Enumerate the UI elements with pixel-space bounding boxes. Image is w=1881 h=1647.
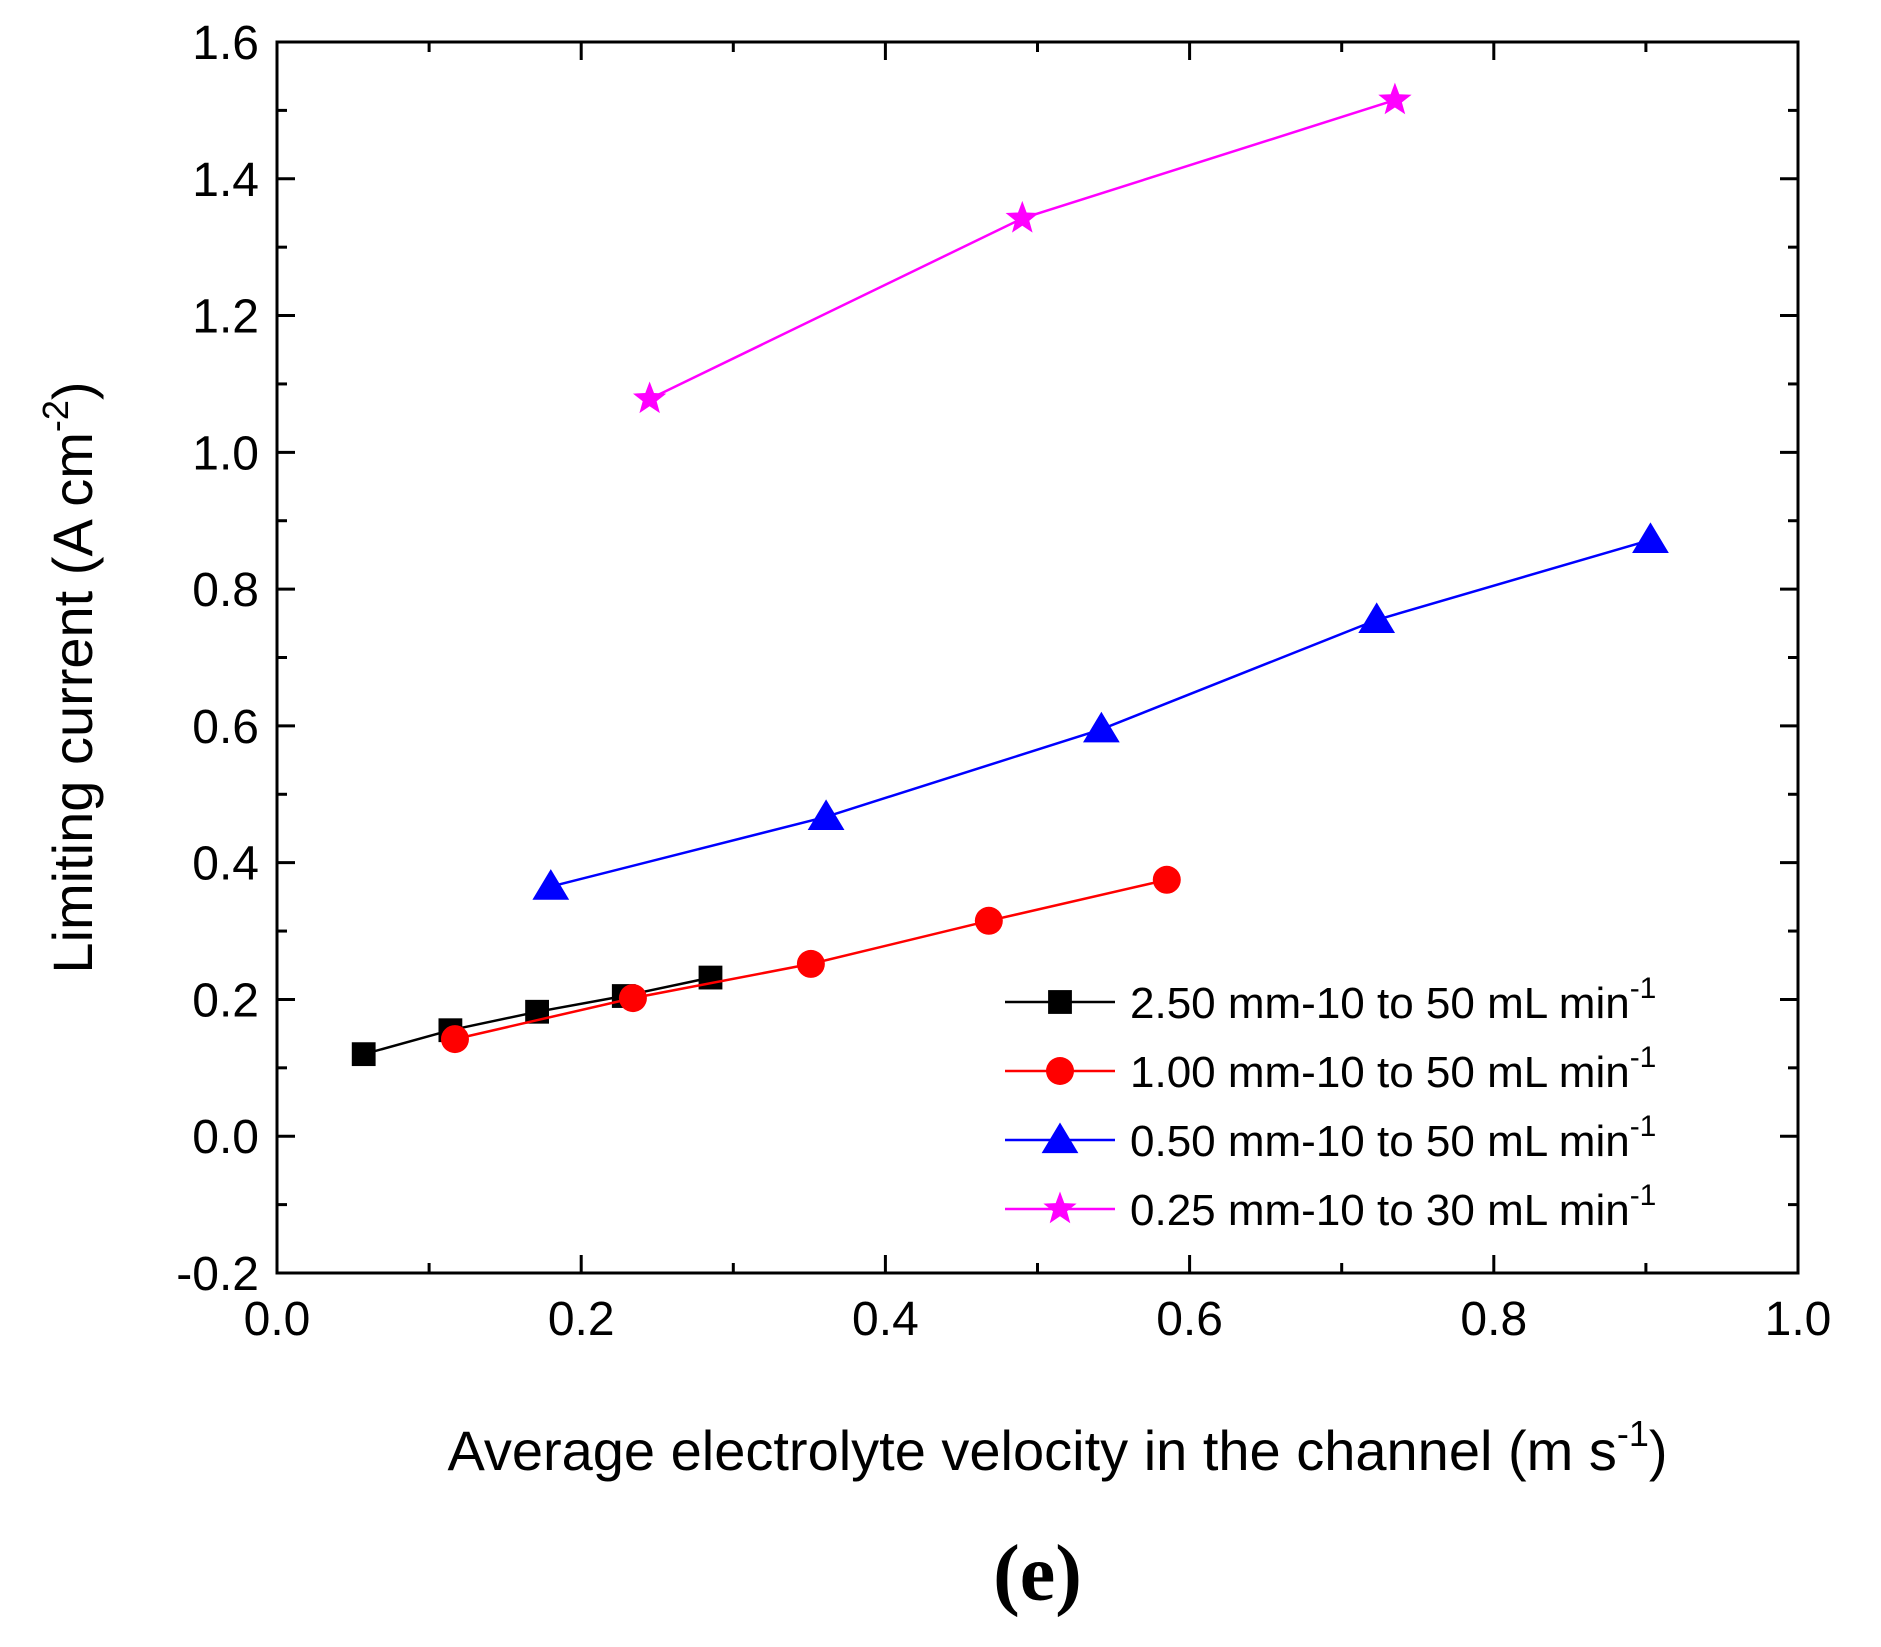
legend-label-sup: -1 xyxy=(1630,1110,1657,1143)
x-tick-label: 0.0 xyxy=(244,1293,311,1346)
data-point-star xyxy=(633,381,667,414)
y-axis-title: Limiting current (A cm-2) xyxy=(35,381,104,973)
x-tick-label: 0.2 xyxy=(548,1293,615,1346)
y-axis-title-main: Limiting current (A cm xyxy=(41,432,104,974)
legend-marker-star xyxy=(1043,1191,1077,1224)
series-layer xyxy=(351,82,1669,1067)
y-tick-label: 0.4 xyxy=(192,838,259,891)
data-point-circle xyxy=(974,906,1003,935)
legend: 2.50 mm-10 to 50 mL min-11.00 mm-10 to 5… xyxy=(1005,972,1656,1235)
x-axis-title: Average electrolyte velocity in the chan… xyxy=(448,1413,1668,1482)
data-point-circle xyxy=(796,949,825,978)
legend-label: 0.50 mm-10 to 50 mL min-1 xyxy=(1130,1110,1656,1166)
series-star xyxy=(633,82,1412,414)
y-axis-title-sup: -2 xyxy=(35,400,76,432)
legend-label-sup: -1 xyxy=(1630,1179,1657,1212)
data-point-triangle xyxy=(532,869,570,900)
legend-label-sup: -1 xyxy=(1630,972,1657,1005)
data-point-triangle xyxy=(1358,602,1396,634)
y-tick-label: 1.0 xyxy=(192,427,259,480)
series-line xyxy=(649,98,1396,401)
panel-label: (e) xyxy=(993,1530,1082,1618)
y-tick-labels: -0.2 0.0 0.2 0.4 0.6 0.8 1.0 1.2 1.4 1.6 xyxy=(176,17,259,1301)
x-axis-title-end: ) xyxy=(1649,1419,1668,1482)
legend-label-main: 1.00 mm-10 to 50 mL min xyxy=(1130,1048,1630,1097)
data-point-circle xyxy=(440,1025,469,1054)
x-tick-label: 0.6 xyxy=(1156,1293,1223,1346)
legend-label-main: 0.50 mm-10 to 50 mL min xyxy=(1130,1117,1630,1166)
legend-item: 2.50 mm-10 to 50 mL min-1 xyxy=(1005,972,1656,1028)
y-tick-label: 0.0 xyxy=(192,1111,259,1164)
y-axis-title-end: ) xyxy=(41,381,104,400)
y-tick-label: 0.2 xyxy=(192,974,259,1027)
legend-label: 1.00 mm-10 to 50 mL min-1 xyxy=(1130,1041,1656,1097)
data-point-circle xyxy=(1152,865,1181,894)
legend-label-sup: -1 xyxy=(1630,1041,1657,1074)
plot-frame xyxy=(275,40,1800,1275)
data-point-triangle xyxy=(1632,522,1669,553)
x-axis-title-sup: -1 xyxy=(1617,1413,1649,1454)
data-point-square xyxy=(351,1042,376,1067)
legend-label: 0.25 mm-10 to 30 mL min-1 xyxy=(1130,1179,1656,1235)
legend-item: 0.25 mm-10 to 30 mL min-1 xyxy=(1005,1179,1656,1235)
legend-label-main: 0.25 mm-10 to 30 mL min xyxy=(1130,1186,1630,1235)
series-square xyxy=(351,965,723,1067)
x-tick-label: 0.8 xyxy=(1460,1293,1527,1346)
y-tick-label: -0.2 xyxy=(176,1248,259,1301)
data-point-triangle xyxy=(1083,711,1120,743)
x-tick-label: 0.4 xyxy=(852,1293,919,1346)
y-tick-label: 1.2 xyxy=(192,291,259,344)
data-point-star xyxy=(1378,82,1412,115)
legend-item: 0.50 mm-10 to 50 mL min-1 xyxy=(1005,1110,1656,1166)
x-tick-labels: 0.0 0.2 0.4 0.6 0.8 1.0 xyxy=(244,1293,1832,1346)
y-tick-label: 1.6 xyxy=(192,17,259,70)
legend-marker-triangle xyxy=(1041,1122,1079,1154)
legend-label: 2.50 mm-10 to 50 mL min-1 xyxy=(1130,972,1656,1028)
legend-label-main: 2.50 mm-10 to 50 mL min xyxy=(1130,979,1630,1028)
data-point-triangle xyxy=(807,799,845,830)
legend-item: 1.00 mm-10 to 50 mL min-1 xyxy=(1005,1041,1656,1097)
data-point-star xyxy=(1005,200,1039,233)
data-point-circle xyxy=(618,984,647,1013)
series-circle xyxy=(440,865,1181,1054)
y-tick-label: 0.6 xyxy=(192,701,259,754)
x-axis-title-main: Average electrolyte velocity in the chan… xyxy=(448,1419,1617,1482)
legend-marker-circle xyxy=(1046,1057,1074,1085)
y-tick-label: 1.4 xyxy=(192,154,259,207)
x-tick-label: 1.0 xyxy=(1765,1293,1832,1346)
y-tick-label: 0.8 xyxy=(192,564,259,617)
legend-marker-square xyxy=(1048,990,1072,1014)
series-triangle xyxy=(532,522,1669,900)
